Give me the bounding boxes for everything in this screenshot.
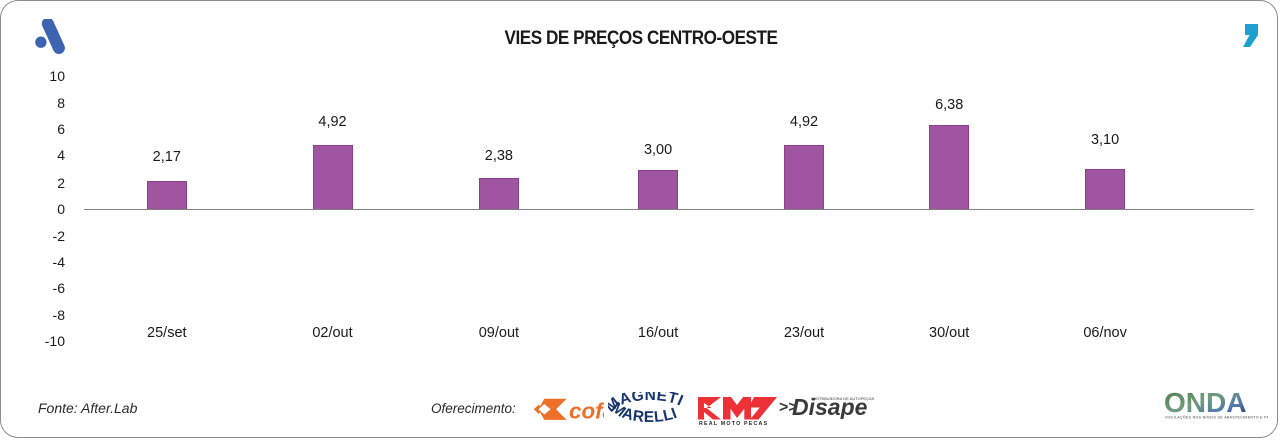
svg-text:DISTRIBUIDORA DE AUTOPEÇAS: DISTRIBUIDORA DE AUTOPEÇAS — [811, 396, 875, 401]
svg-text:cofap: cofap — [569, 399, 604, 424]
svg-text:OSCILAÇÕES NOS NÍVEIS DE ABAST: OSCILAÇÕES NOS NÍVEIS DE ABASTECIMENTO E… — [1165, 415, 1268, 420]
svg-text:REAL MOTO PEÇAS: REAL MOTO PEÇAS — [699, 421, 768, 425]
svg-text:ONDA: ONDA — [1164, 390, 1246, 418]
